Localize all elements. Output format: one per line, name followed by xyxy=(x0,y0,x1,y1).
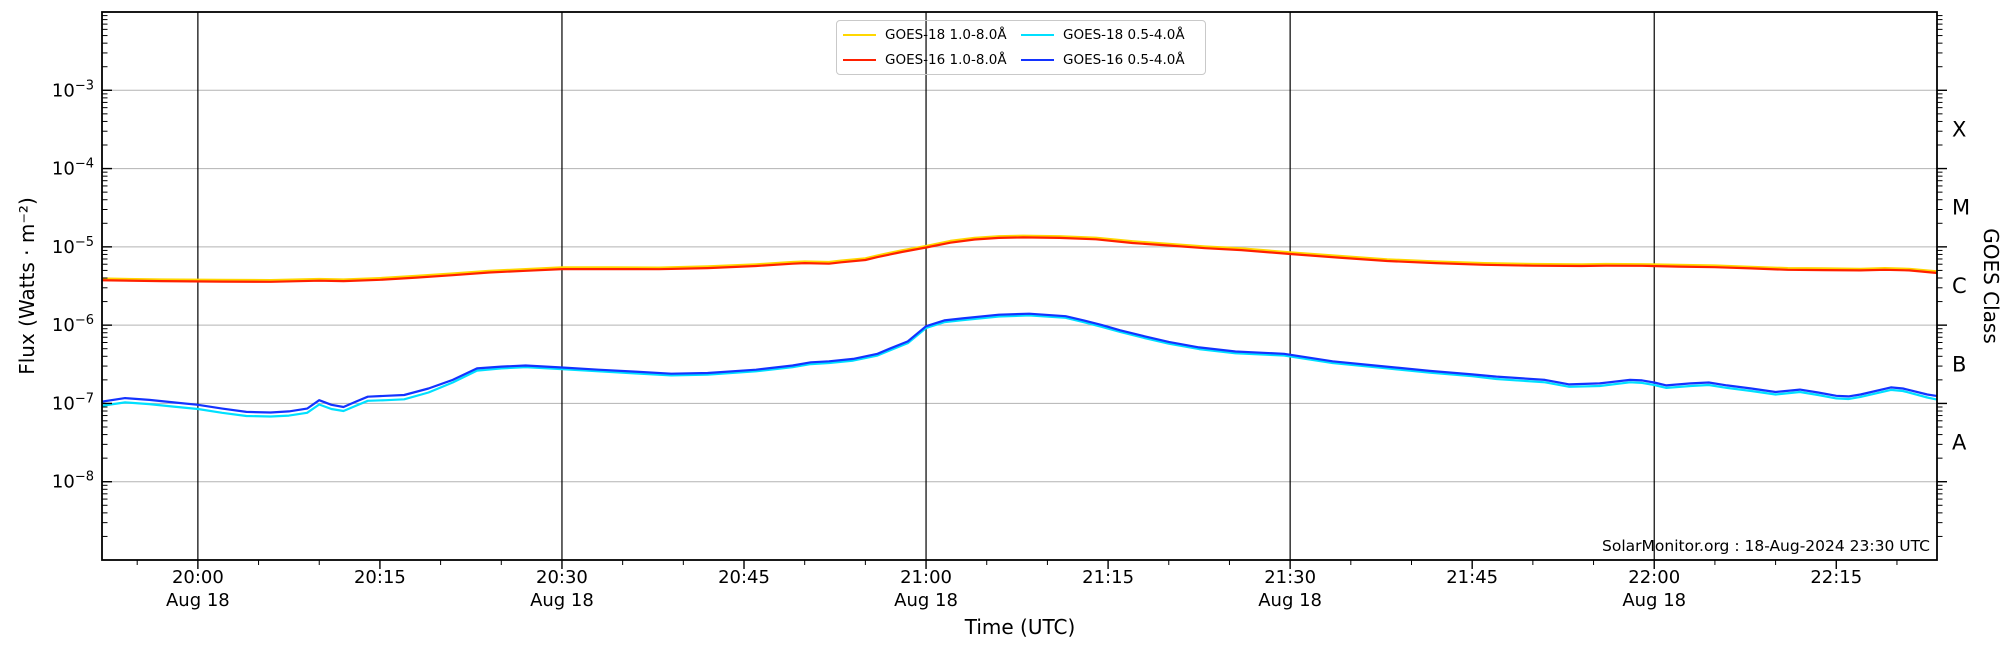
x-tick-label: 21:45 xyxy=(1446,567,1498,588)
legend-entry-goes18-short: GOES-18 0.5-4.0Å xyxy=(1021,27,1199,43)
legend: GOES-18 1.0-8.0Å GOES-16 1.0-8.0Å GOES-1… xyxy=(836,20,1206,75)
solarmonitor-timestamp: SolarMonitor.org : 18-Aug-2024 23:30 UTC xyxy=(1602,537,1930,555)
y-axis-label: Flux (Watts · m⁻²) xyxy=(15,197,39,375)
x-tick-label: 20:15 xyxy=(354,567,406,588)
legend-entry-goes16-long: GOES-16 1.0-8.0Å xyxy=(843,52,1021,68)
series-line-goes16-short xyxy=(102,312,1937,414)
y-tick-label: 10−3 xyxy=(52,78,94,101)
y-tick-label: 10−6 xyxy=(52,313,94,336)
legend-label: GOES-18 1.0-8.0Å xyxy=(885,27,1007,44)
legend-label: GOES-16 0.5-4.0Å xyxy=(1063,51,1185,68)
legend-swatch-goes16-long xyxy=(843,58,876,61)
series-line-goes18-short xyxy=(102,314,1937,418)
goes-class-letter: B xyxy=(1952,352,1966,376)
x-tick-label: 22:15 xyxy=(1810,567,1862,588)
x-tick-label: 20:30 xyxy=(536,567,588,588)
legend-swatch-goes18-short xyxy=(1021,34,1054,37)
x-tick-label: 21:15 xyxy=(1082,567,1134,588)
goes-class-letter: M xyxy=(1952,196,1970,220)
x-tick-label: 22:00 xyxy=(1628,567,1680,588)
series-line-goes16-long xyxy=(102,236,1937,283)
y-tick-label: 10−8 xyxy=(52,470,94,493)
goes-class-letter: A xyxy=(1952,431,1967,455)
legend-swatch-goes18-long xyxy=(843,34,876,37)
flux-curves xyxy=(102,234,1937,418)
plot-border xyxy=(101,11,1938,561)
series-line-goes18-long xyxy=(102,234,1937,282)
legend-label: GOES-16 1.0-8.0Å xyxy=(885,51,1007,68)
legend-label: GOES-18 0.5-4.0Å xyxy=(1063,27,1185,44)
goes-class-letter: X xyxy=(1952,117,1966,141)
x-tick-date-label: Aug 18 xyxy=(530,590,594,611)
gridlines xyxy=(102,12,1937,560)
x-tick-label: 20:45 xyxy=(718,567,770,588)
x-tick-date-label: Aug 18 xyxy=(894,590,958,611)
y-tick-label: 10−5 xyxy=(52,235,94,258)
x-tick-label: 20:00 xyxy=(172,567,224,588)
axes-spines xyxy=(101,11,1938,561)
x-tick-label: 21:30 xyxy=(1264,567,1316,588)
y-axis-right-label: GOES Class xyxy=(1979,228,2000,344)
x-tick-label: 21:00 xyxy=(900,567,952,588)
legend-entry-goes16-short: GOES-16 0.5-4.0Å xyxy=(1021,52,1199,68)
legend-entry-goes18-long: GOES-18 1.0-8.0Å xyxy=(843,27,1021,43)
axis-ticks xyxy=(102,15,1947,569)
x-tick-date-label: Aug 18 xyxy=(1622,590,1686,611)
y-tick-label: 10−7 xyxy=(52,391,94,414)
legend-swatch-goes16-short xyxy=(1021,58,1054,61)
y-tick-label: 10−4 xyxy=(52,157,94,180)
x-tick-date-label: Aug 18 xyxy=(1258,590,1322,611)
x-tick-date-label: Aug 18 xyxy=(166,590,230,611)
goes-class-letter: C xyxy=(1952,274,1967,298)
x-axis-label: Time (UTC) xyxy=(964,615,1076,639)
